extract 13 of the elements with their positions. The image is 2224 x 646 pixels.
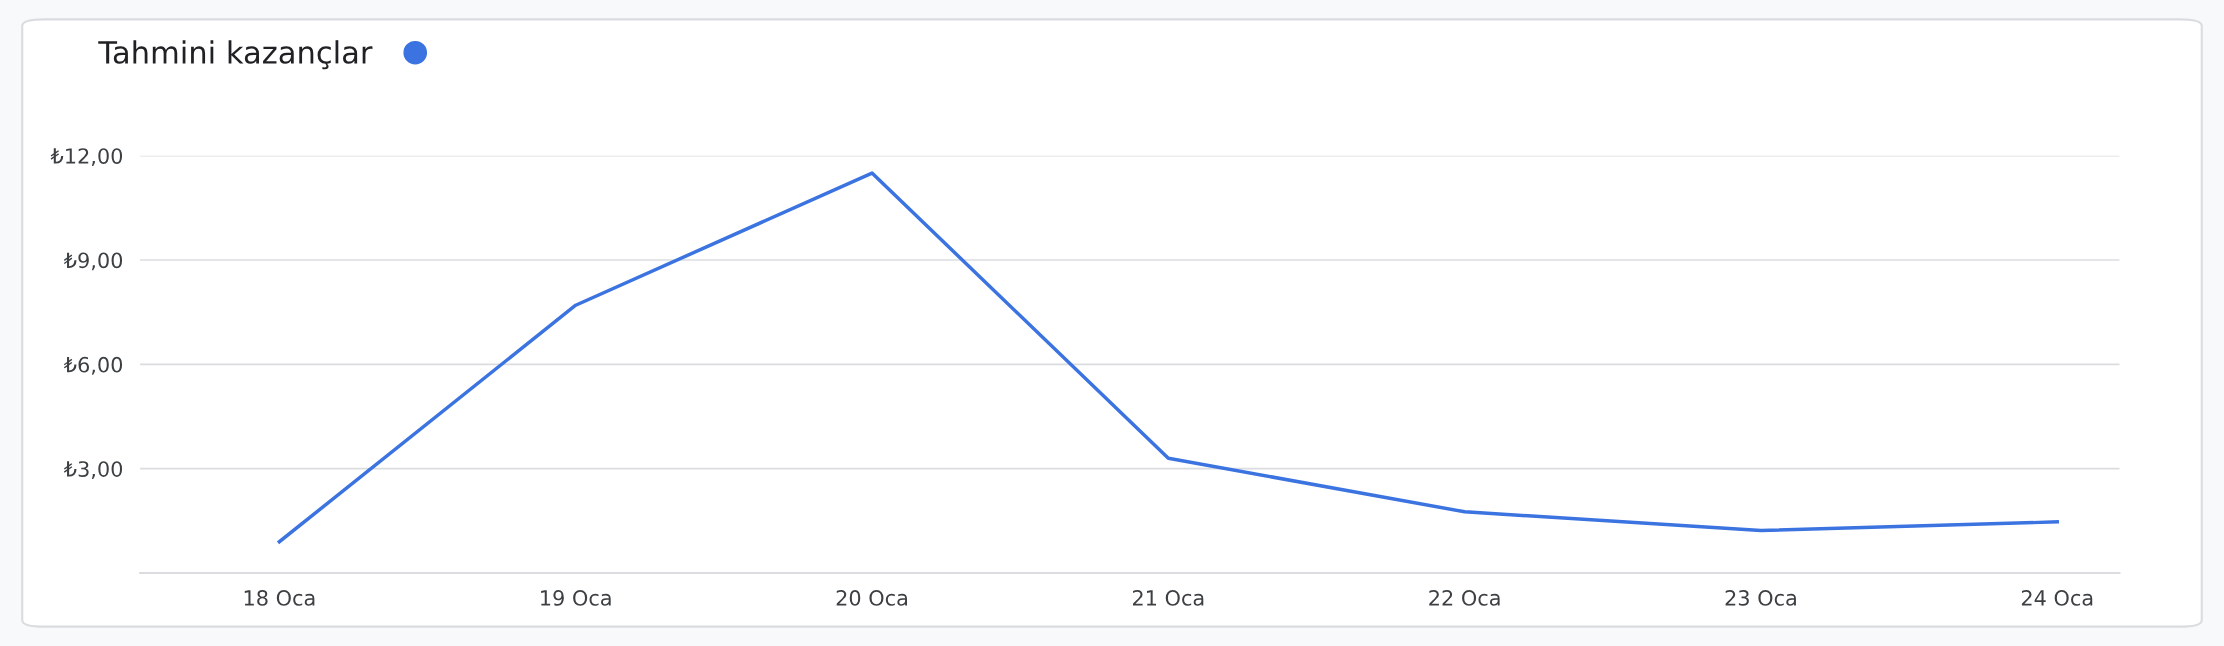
legend-label: Tahmini kazançlar [98, 40, 373, 70]
line-series [277, 171, 2059, 544]
x-tick-label: 21 Oca [1132, 590, 1204, 606]
y-tick-label: ₺12,00 [50, 148, 123, 167]
x-tick-label: 23 Oca [1725, 590, 1796, 606]
x-tick-label: 18 Oca [244, 590, 315, 606]
y-tick-label: ₺6,00 [63, 356, 123, 375]
y-tick-label: ₺3,00 [63, 461, 123, 480]
x-tick-label: 22 Oca [1429, 590, 1500, 606]
y-tick-label: ₺9,00 [63, 252, 123, 271]
x-tick-label: 19 Oca [541, 590, 611, 606]
x-tick-label: 24 Oca [2021, 590, 2093, 606]
x-tick-label: 20 Oca [836, 590, 907, 606]
